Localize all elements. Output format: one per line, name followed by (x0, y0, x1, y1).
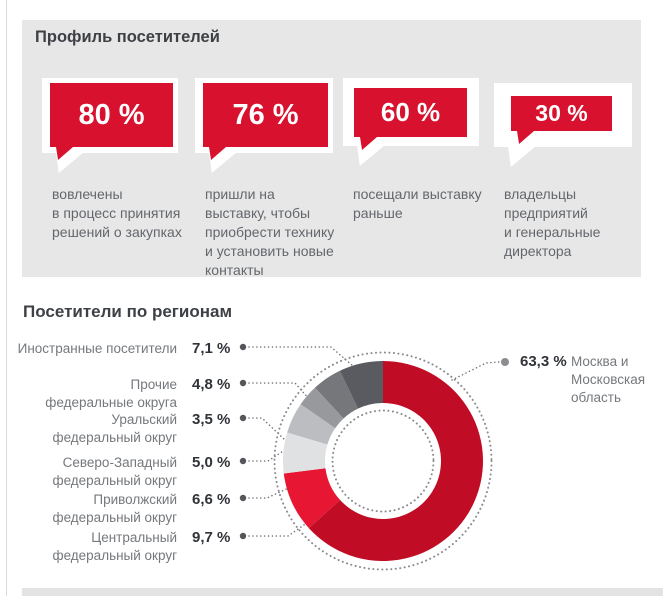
stat-value: 30 % (535, 100, 588, 126)
region-percent: 3,5 % (192, 411, 231, 428)
region-label: Прочие федеральные округа (45, 377, 177, 410)
profile-stat-column: 60 % посещали выставку раньше (343, 20, 493, 277)
region-percent: 5,0 % (192, 454, 231, 471)
speech-bubble-inner: 30 % (511, 96, 612, 131)
next-section-edge (22, 588, 663, 596)
profile-stat-column: 30 % владельцы предприятий и генеральные… (494, 20, 644, 277)
speech-bubble-inner: 60 % (354, 88, 467, 137)
region-label: Центральный федеральный округ (52, 530, 177, 563)
speech-bubble: 80 % (42, 78, 178, 153)
region-label: Приволжский федеральный округ (52, 492, 177, 525)
region-row: Уральский федеральный округ 3,5 % (0, 411, 250, 451)
region-label: Северо-Западный федеральный округ (52, 455, 177, 488)
regions-donut-chart (239, 343, 509, 571)
speech-bubble: 30 % (494, 83, 632, 147)
speech-bubble: 60 % (343, 78, 479, 146)
region-label: Иностранные посетители (17, 341, 177, 356)
visitor-profile-panel: Профиль посетителей 80 % вовлечены в про… (22, 20, 644, 278)
stat-description: посещали выставку раньше (353, 186, 482, 221)
regions-section-title: Посетители по регионам (23, 302, 233, 321)
speech-bubble-inner: 76 % (203, 83, 328, 147)
moscow-percent: 63,3 % (520, 353, 567, 370)
region-row: Центральный федеральный округ 9,7 % (0, 529, 250, 569)
stat-description: пришли на выставку, чтобы приобрести тех… (205, 186, 335, 278)
region-percent: 9,7 % (192, 529, 231, 546)
stat-value: 80 % (78, 98, 145, 131)
region-percent: 6,6 % (192, 491, 231, 508)
stat-description: владельцы предприятий и генеральные дире… (504, 186, 601, 259)
stat-description: вовлечены в процесс принятия решений о з… (52, 186, 182, 240)
stat-value: 60 % (380, 97, 441, 127)
moscow-label: Москва и Московская область (571, 354, 646, 405)
stat-value: 76 % (232, 98, 299, 131)
region-row: Северо-Западный федеральный округ 5,0 % (0, 454, 250, 494)
region-percent: 4,8 % (192, 376, 231, 393)
speech-bubble: 76 % (195, 78, 333, 153)
region-percent: 7,1 % (192, 340, 231, 357)
speech-bubble-inner: 80 % (50, 83, 173, 147)
page-edge-divider (6, 0, 7, 596)
region-label: Уральский федеральный округ (52, 412, 177, 445)
profile-stat-column: 80 % вовлечены в процесс принятия решени… (42, 20, 192, 277)
region-row: Приволжский федеральный округ 6,6 % (0, 491, 250, 531)
profile-section-title: Профиль посетителей (35, 28, 220, 46)
region-row: Прочие федеральные округа 4,8 % (0, 376, 250, 416)
profile-stat-column: 76 % пришли на выставку, чтобы приобрест… (195, 20, 345, 278)
region-row: Иностранные посетители 7,1 % (0, 340, 250, 380)
